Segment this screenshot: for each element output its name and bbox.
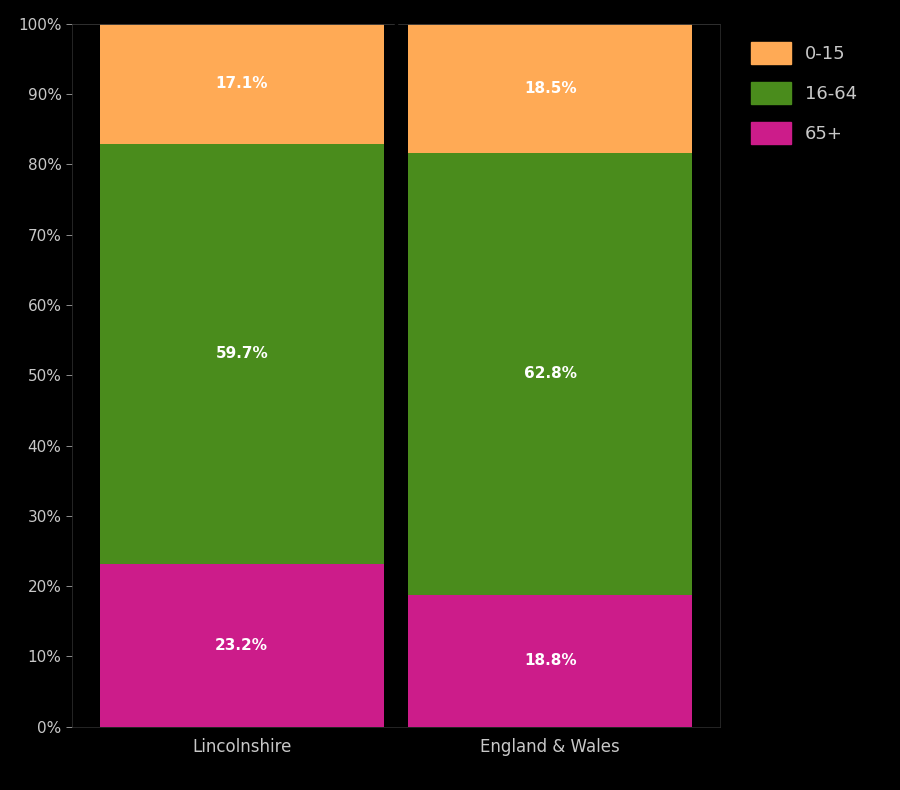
Text: 62.8%: 62.8%	[524, 367, 577, 382]
Bar	[409, 23, 692, 153]
Text: 18.5%: 18.5%	[524, 81, 577, 96]
Text: 17.1%: 17.1%	[215, 77, 268, 92]
Bar	[409, 153, 692, 595]
Legend: 0-15, 16-64, 65+: 0-15, 16-64, 65+	[742, 32, 867, 153]
Bar	[100, 144, 383, 564]
Text: 18.8%: 18.8%	[524, 653, 577, 668]
Bar	[100, 24, 383, 144]
Bar	[409, 595, 692, 727]
Text: 59.7%: 59.7%	[215, 346, 268, 361]
Bar	[100, 564, 383, 727]
Text: 23.2%: 23.2%	[215, 638, 268, 653]
